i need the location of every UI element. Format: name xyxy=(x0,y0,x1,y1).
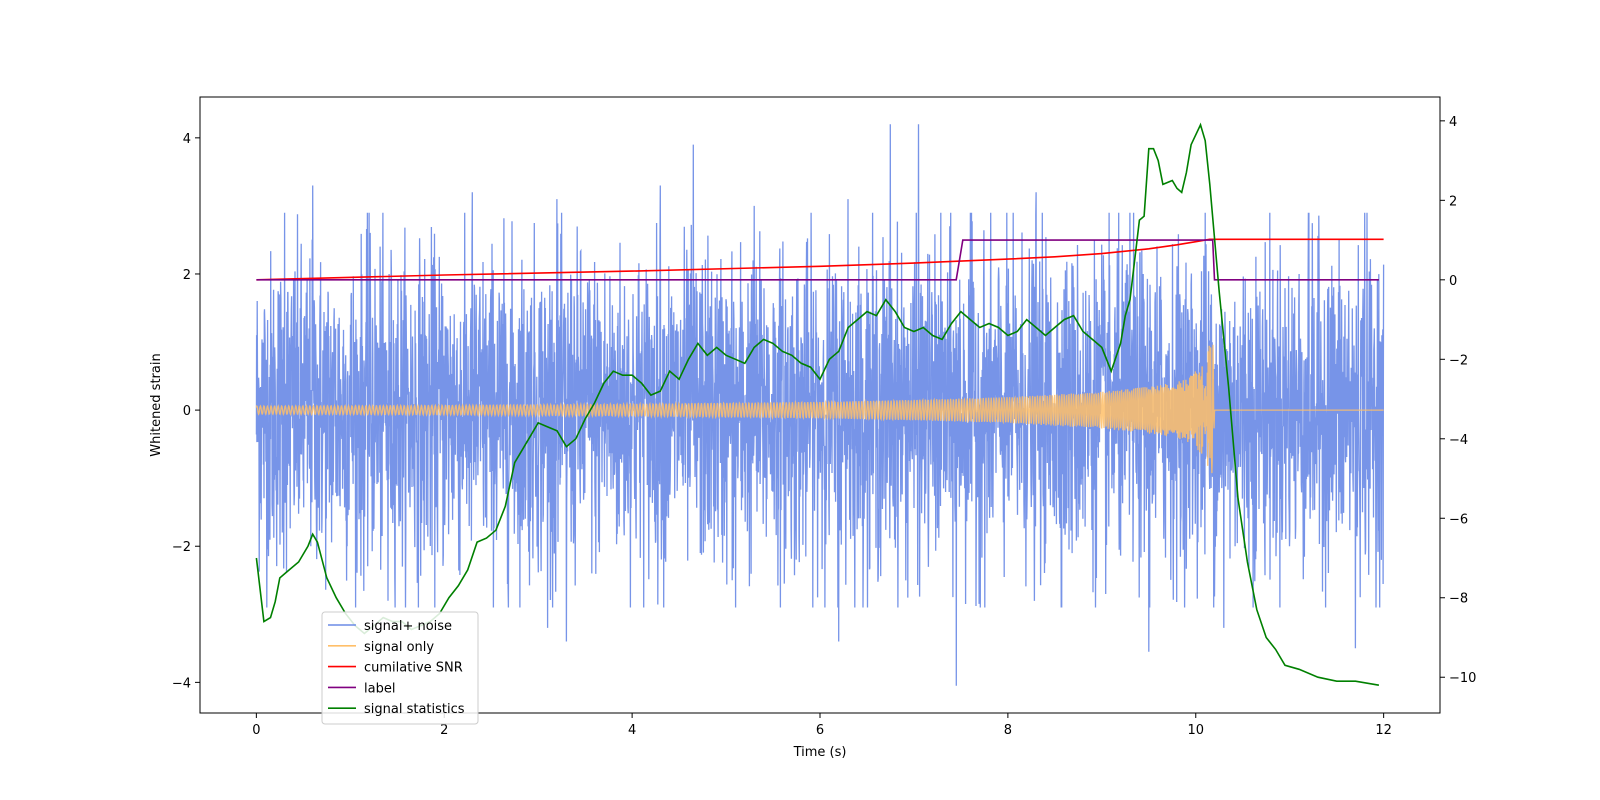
series-group xyxy=(255,122,1385,686)
x-tick-label: 2 xyxy=(440,723,448,738)
legend-label: signal statistics xyxy=(364,702,465,717)
y-tick-label: 0 xyxy=(183,404,191,419)
legend-label: signal+ noise xyxy=(364,619,452,634)
legend-label: cumilative SNR xyxy=(364,661,463,676)
legend-box xyxy=(321,611,479,725)
series-signal-only xyxy=(255,344,1384,474)
x-tick-label: 0 xyxy=(252,723,260,738)
legend: signal+ noise signal only cumilative SNR la… xyxy=(321,611,479,725)
y-right-tick-label: 2 xyxy=(1449,194,1457,209)
series-label xyxy=(256,239,1379,281)
y-right-tick-label: −6 xyxy=(1449,512,1468,527)
x-tick-label: 10 xyxy=(1187,723,1204,738)
y-axis-label: Whitened strain xyxy=(149,353,164,456)
legend-label: label xyxy=(364,681,395,696)
legend-label: signal only xyxy=(364,640,434,655)
x-tick-label: 12 xyxy=(1375,723,1392,738)
y-right-tick-label: −10 xyxy=(1449,671,1476,686)
y-right-tick-label: 4 xyxy=(1449,115,1457,130)
x-tick-label: 8 xyxy=(1004,723,1012,738)
y-right-tick-label: −8 xyxy=(1449,592,1468,607)
y-tick-label: 4 xyxy=(183,132,191,147)
y-tick-label: 2 xyxy=(183,268,191,283)
axes: 0 2 4 6 8 10 12 −4 −2 0 2 4 −10 −8 −6 −4 −2 0 2 4 xyxy=(172,96,1476,738)
plot-area xyxy=(255,122,1385,686)
y-right-tick-label: 0 xyxy=(1449,274,1457,289)
y-tick-label: −4 xyxy=(172,676,191,691)
y-right-tick-label: −2 xyxy=(1449,353,1468,368)
x-axis-label: Time (s) xyxy=(793,745,847,760)
x-tick-label: 4 xyxy=(628,723,636,738)
y-right-tick-label: −4 xyxy=(1449,433,1468,448)
y-tick-label: −2 xyxy=(172,540,191,555)
x-tick-label: 6 xyxy=(816,723,824,738)
